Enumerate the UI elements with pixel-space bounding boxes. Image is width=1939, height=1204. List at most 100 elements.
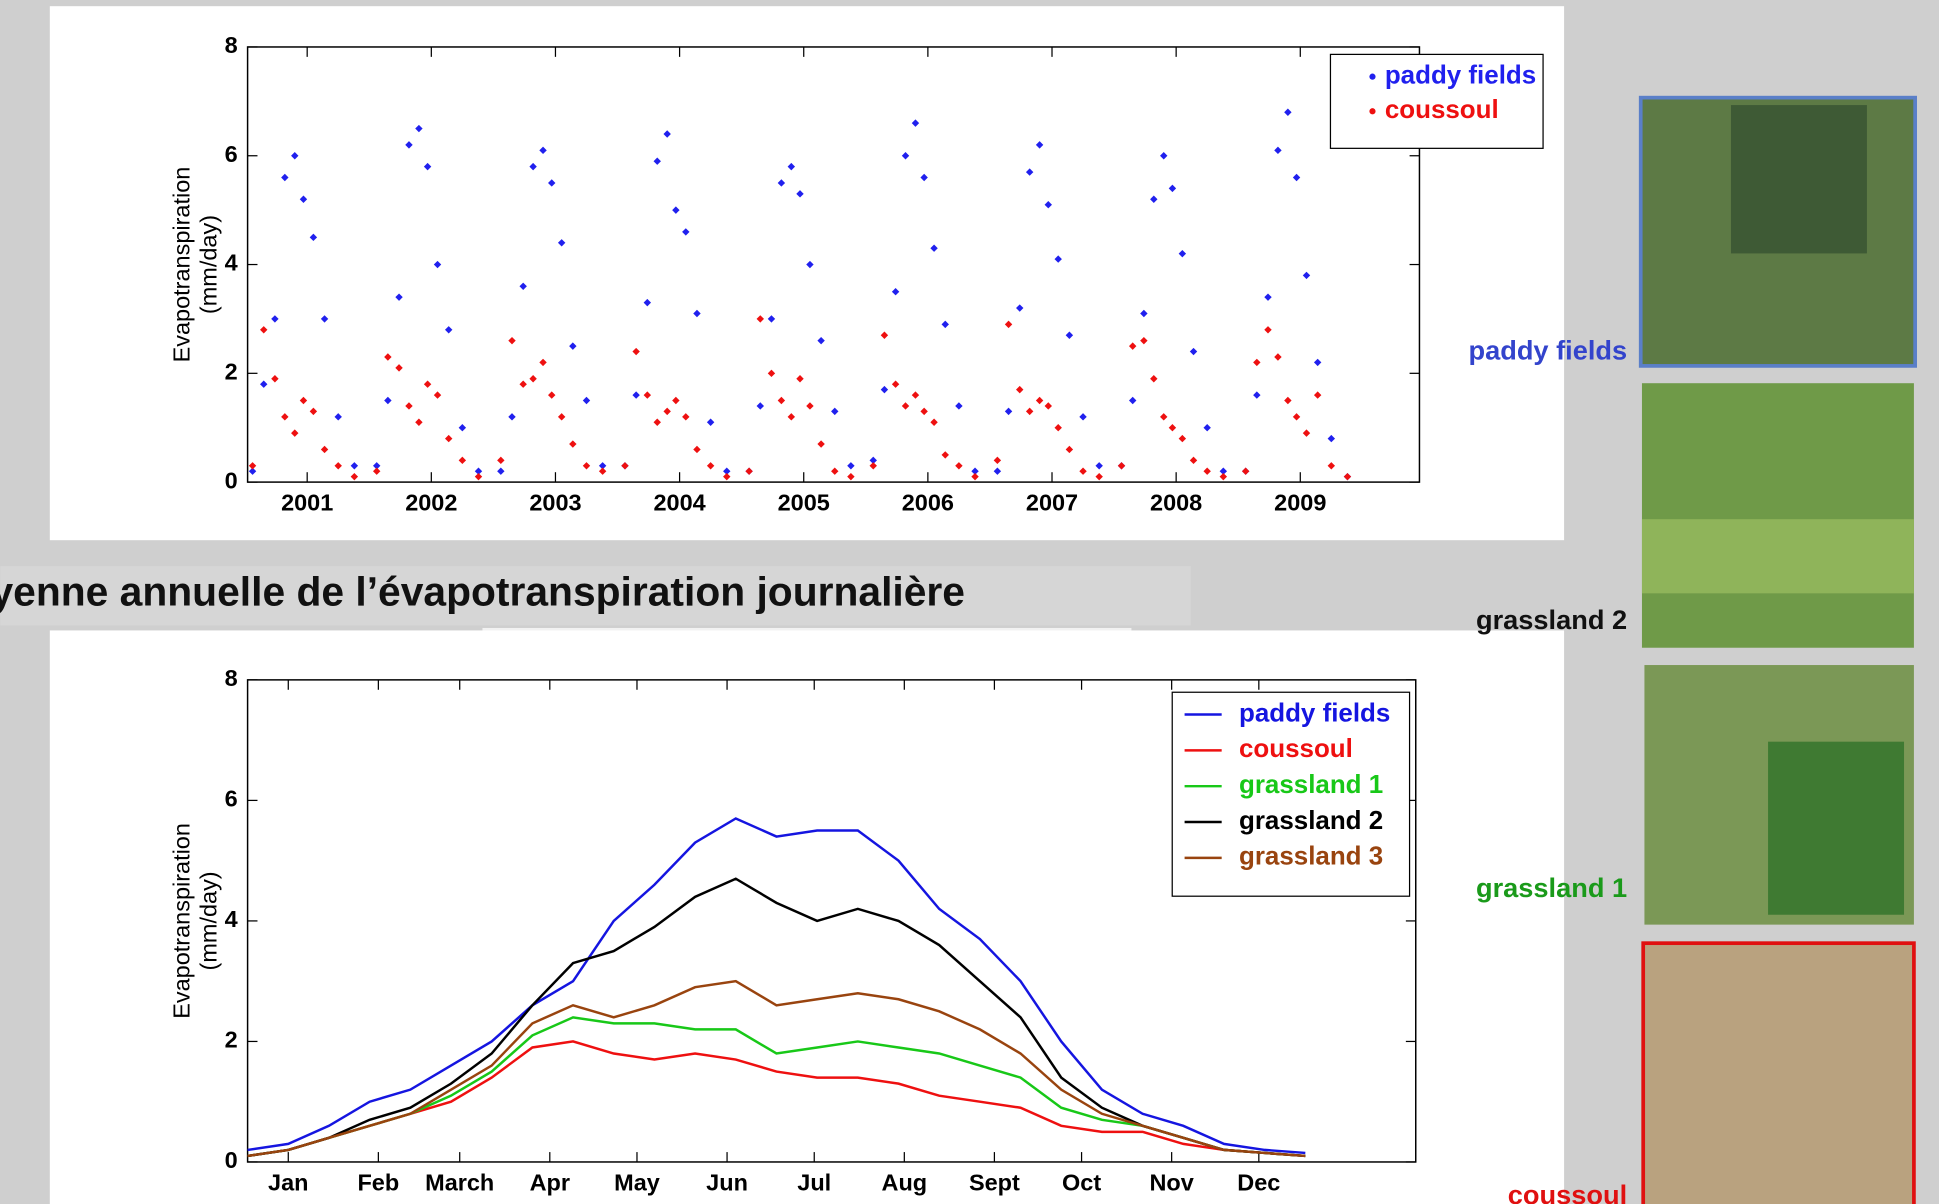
point (372, 467, 381, 475)
series-line (247, 877, 1306, 1158)
point (433, 391, 442, 399)
point (693, 445, 701, 454)
y-tick-label: 2 (225, 1027, 238, 1053)
point (299, 195, 308, 203)
point (682, 228, 690, 236)
point (1302, 429, 1311, 437)
point (817, 440, 825, 448)
point (1313, 358, 1322, 367)
point (1274, 353, 1282, 361)
y-tick-label: 6 (225, 141, 238, 167)
point (320, 445, 329, 454)
x-tick-label: Dec (1237, 1169, 1280, 1195)
point (260, 380, 268, 388)
point (458, 456, 467, 465)
point (395, 293, 403, 301)
series-line (247, 817, 1306, 1155)
series-line (247, 1016, 1306, 1158)
point (433, 260, 442, 269)
y-tick-label: 0 (225, 1147, 238, 1173)
point (1203, 467, 1211, 475)
point (334, 413, 342, 421)
point (955, 462, 963, 470)
photo-label: grassland 2 (1476, 604, 1627, 635)
photo (1641, 383, 1914, 648)
point (1327, 434, 1336, 443)
series-line (247, 1040, 1306, 1158)
y-tick-label: 0 (225, 467, 238, 493)
point (569, 342, 577, 350)
point (474, 472, 483, 481)
x-tick-label: May (614, 1169, 660, 1195)
point (519, 282, 527, 290)
series-line (247, 979, 1306, 1158)
point (817, 336, 825, 345)
point (384, 353, 392, 361)
point (1343, 472, 1352, 481)
point (281, 173, 289, 182)
point (497, 456, 505, 465)
y-axis-label: Evapotranspiration (169, 167, 195, 363)
photo-label: coussoul (1508, 1179, 1627, 1204)
x-tick-label: Aug (882, 1169, 928, 1195)
point (920, 407, 928, 416)
point (930, 244, 938, 252)
point (1284, 108, 1292, 116)
top-panel (49, 6, 1565, 541)
point (548, 391, 556, 399)
photo-detail (1768, 741, 1905, 915)
point (723, 472, 731, 481)
point (582, 462, 591, 470)
point (880, 331, 889, 339)
point (901, 402, 910, 410)
point (1117, 462, 1126, 470)
point (372, 462, 381, 470)
point (1035, 396, 1044, 405)
point (405, 402, 413, 410)
point (1292, 173, 1301, 182)
point (1054, 423, 1062, 432)
point (1150, 195, 1158, 203)
point (1044, 402, 1052, 410)
x-tick-label: Feb (357, 1169, 399, 1195)
point (271, 375, 279, 383)
y-tick-label: 4 (225, 906, 238, 932)
point (1035, 141, 1044, 149)
point (971, 472, 979, 481)
point (920, 173, 928, 182)
x-tick-label: 2005 (778, 490, 830, 516)
point (787, 413, 796, 421)
photo-detail (1730, 105, 1867, 254)
point (519, 380, 527, 388)
point (350, 472, 359, 481)
point (1140, 336, 1148, 345)
point (299, 396, 308, 405)
point (930, 418, 938, 426)
point (334, 462, 342, 470)
point (723, 467, 731, 475)
point (271, 315, 279, 323)
point (291, 152, 299, 160)
point (1054, 255, 1062, 263)
point (1025, 168, 1034, 176)
x-tick-label: 2004 (653, 490, 705, 516)
point (767, 369, 776, 378)
x-tick-label: Sept (969, 1169, 1020, 1195)
point (756, 315, 764, 323)
point (309, 407, 318, 416)
legend-label: paddy fields (1385, 62, 1536, 90)
photo-label: grassland 1 (1476, 872, 1627, 903)
point (1150, 375, 1158, 383)
point (582, 396, 591, 405)
point (405, 141, 413, 149)
point (1219, 467, 1228, 475)
point (869, 462, 877, 470)
point (415, 418, 423, 426)
point (706, 418, 715, 426)
x-tick-label: 2008 (1150, 490, 1202, 516)
point (1168, 423, 1177, 432)
y-tick-label: 2 (225, 359, 238, 385)
point (672, 396, 680, 405)
point (941, 451, 949, 459)
point (880, 385, 889, 394)
